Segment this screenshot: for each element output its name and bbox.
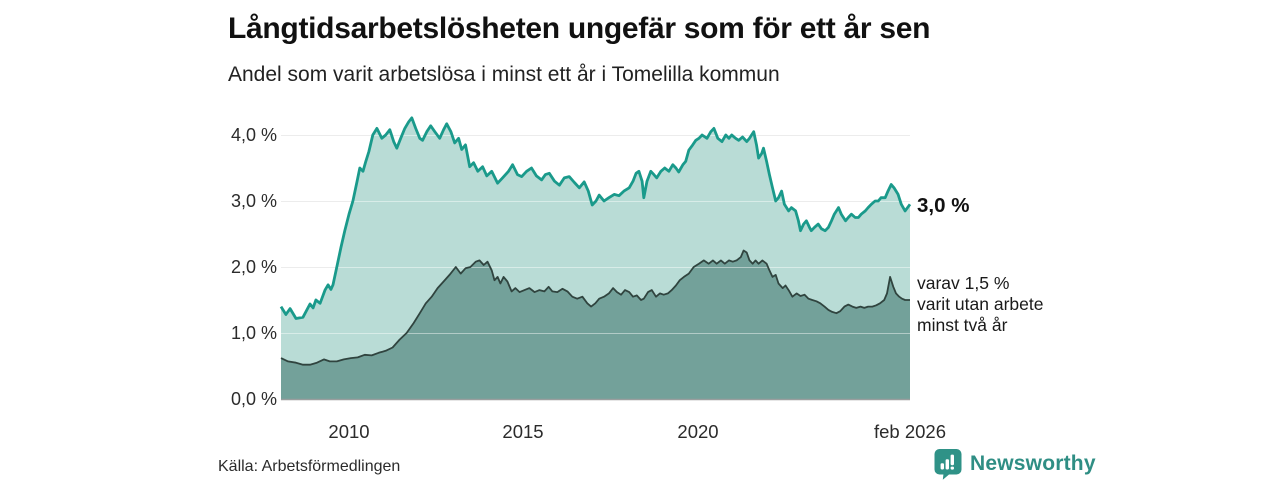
y-axis-label: 3,0 % (230, 191, 277, 211)
series2-end-annotation: varav 1,5 % varit utan arbete minst två … (917, 273, 1043, 336)
chart-title: Långtidsarbetslösheten ungefär som för e… (228, 12, 931, 45)
y-axis-label: 1,0 % (230, 323, 277, 343)
newsworthy-wordmark: Newsworthy (970, 451, 1096, 475)
chart-subtitle: Andel som varit arbetslösa i minst ett å… (228, 63, 780, 86)
series1-line (279, 116, 912, 320)
annotation-line: varit utan arbete (917, 294, 1044, 314)
x-axis-label: 2020 (677, 421, 719, 442)
newsworthy-logo: Newsworthy (934, 447, 1096, 480)
source-note: Källa: Arbetsförmedlingen (218, 458, 401, 475)
y-axis-label: 0,0 % (230, 389, 277, 409)
series2-line (280, 249, 910, 366)
y-axis-label: 2,0 % (230, 257, 277, 277)
series1-end-value-label: 3,0 % (917, 194, 970, 217)
annotation-line: varav 1,5 % (917, 273, 1010, 293)
x-axis-label: 2010 (328, 421, 370, 442)
annotation-line: minst två år (917, 315, 1008, 335)
y-axis-label: 4,0 % (230, 125, 277, 145)
x-axis-label: 2015 (502, 421, 544, 442)
x-axis-label: feb 2026 (873, 421, 947, 442)
newsworthy-speech-bubble-bar-chart-icon (934, 448, 962, 480)
